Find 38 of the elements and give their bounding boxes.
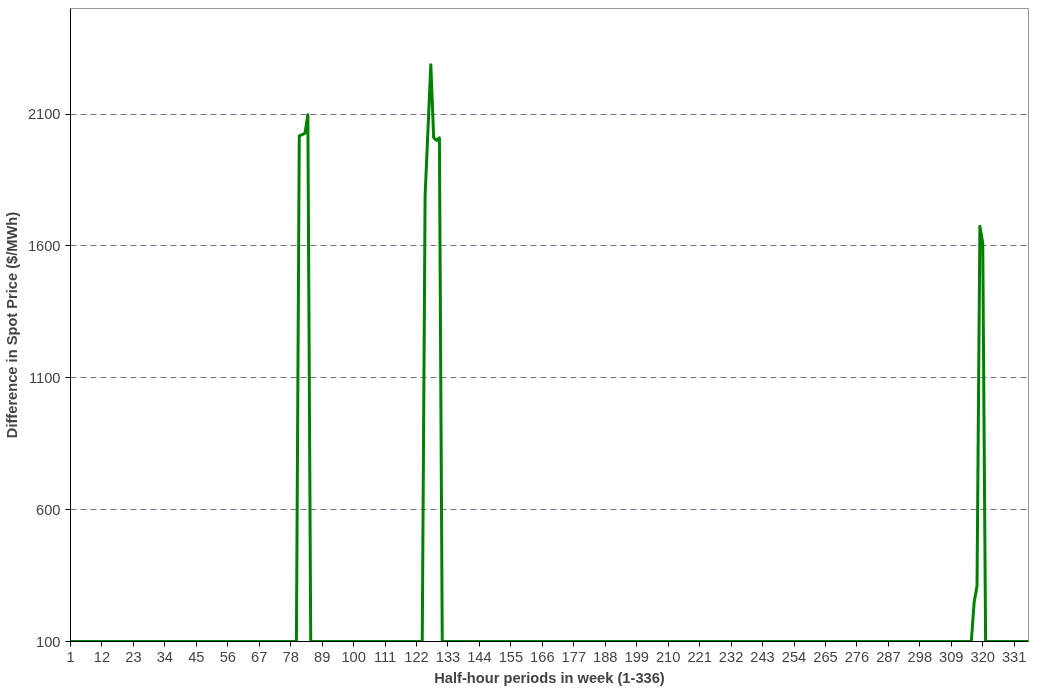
y-axis-title: Difference in Spot Price ($/MWh) [3,211,20,439]
x-tick-label: 320 [970,648,995,665]
x-tick-label: 166 [530,648,555,665]
x-tick-label: 34 [156,648,174,665]
y-tick-label: 600 [36,501,61,518]
x-tick-label: 199 [624,648,649,665]
x-tick-label: 56 [219,648,236,665]
y-tick-label: 100 [36,633,61,650]
x-tick-label: 45 [188,648,205,665]
x-tick-label: 276 [844,648,870,665]
y-tick-label: 2100 [27,106,61,122]
x-tick-label: 122 [404,648,429,665]
x-tick-label: 12 [93,648,111,665]
y-tick-label: 1100 [28,369,61,386]
x-tick-label: 221 [687,648,712,665]
x-tick-label: 210 [655,648,681,665]
x-tick-label: 232 [718,648,744,665]
x-tick-label: 155 [498,648,524,665]
x-tick-label: 243 [750,648,775,665]
x-tick-label: 133 [435,648,461,665]
x-tick-label: 89 [314,648,331,665]
x-tick-label: 111 [373,648,397,665]
x-tick-label: 265 [813,648,838,665]
x-tick-label: 78 [282,648,299,665]
x-tick-label: 298 [907,648,933,665]
x-tick-label: 309 [939,648,964,665]
x-tick-label: 188 [593,648,618,665]
x-axis-title: Half-hour periods in week (1-336) [434,669,665,686]
x-tick-label: 1 [66,648,75,665]
x-tick-label: 177 [561,648,587,665]
x-tick-label: 23 [125,648,142,665]
x-tick-label: 144 [467,648,492,665]
y-tick-label: 1600 [27,237,61,254]
x-tick-label: 331 [1001,648,1027,665]
x-tick-label: 287 [876,648,901,665]
x-tick-label: 100 [341,648,366,665]
x-tick-label: 67 [251,648,268,665]
x-tick-label: 254 [781,648,807,665]
